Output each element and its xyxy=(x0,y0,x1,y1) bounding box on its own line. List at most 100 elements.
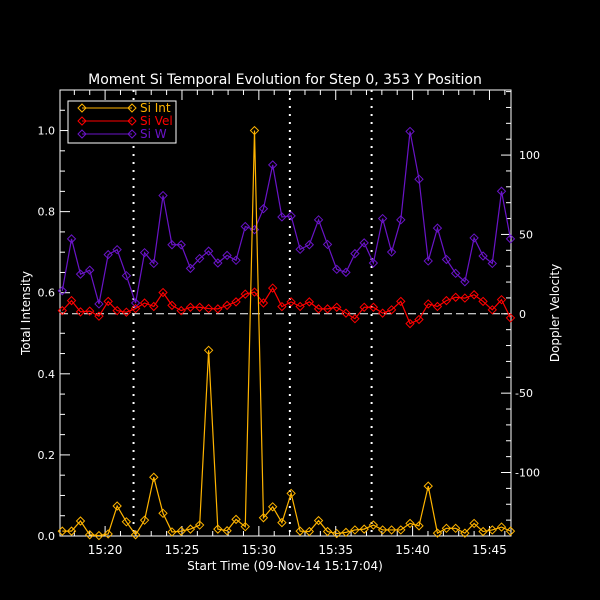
si-w-point xyxy=(414,174,424,184)
si-w-point xyxy=(85,265,95,275)
si-vel-point xyxy=(267,283,278,293)
si-w-point xyxy=(66,234,77,244)
si-int-point xyxy=(103,529,113,539)
si-vel-point xyxy=(176,305,186,316)
si-int-point xyxy=(332,528,342,539)
si-w-point xyxy=(313,215,324,225)
si-w-point xyxy=(277,212,287,222)
x-tick-label: 15:30 xyxy=(242,543,277,557)
si-w-point xyxy=(176,240,186,250)
plot-frame xyxy=(59,89,512,537)
si-w-point xyxy=(478,251,488,261)
si-int-point xyxy=(121,517,132,527)
si-int-point xyxy=(249,125,260,136)
si-w-point xyxy=(295,244,305,255)
si-int-point xyxy=(322,526,333,537)
si-vel-point xyxy=(231,297,241,307)
si-vel-point xyxy=(149,301,159,312)
y-tick-label: 0.6 xyxy=(38,287,56,300)
si-vel-point xyxy=(167,300,177,311)
y-right-tick-label: -50 xyxy=(515,387,533,400)
si-vel-point xyxy=(158,287,168,298)
si-int-point xyxy=(350,525,360,535)
si-vel-point xyxy=(75,307,86,317)
x-tick-label: 15:25 xyxy=(165,543,200,557)
si-vel-point xyxy=(313,304,324,314)
plot-marks xyxy=(57,90,516,541)
legend-marker-si-w xyxy=(77,129,87,139)
si-w-point xyxy=(103,249,113,260)
si-w-point xyxy=(332,264,342,275)
si-int-point xyxy=(496,522,507,532)
si-int-point xyxy=(66,526,77,536)
si-vel-point xyxy=(112,305,122,316)
si-vel-point xyxy=(441,295,452,306)
si-int-point xyxy=(432,528,443,538)
si-int-point xyxy=(377,525,388,535)
si-vel-point xyxy=(203,303,214,314)
x-tick-label: 15:20 xyxy=(88,543,123,557)
si-vel-point xyxy=(94,311,104,321)
si-w-point xyxy=(405,126,415,137)
si-w-point xyxy=(231,255,241,266)
si-int-point xyxy=(213,524,223,534)
si-int-point xyxy=(222,526,232,536)
si-vel-point xyxy=(487,305,498,315)
si-vel-point xyxy=(249,287,260,297)
si-int-point xyxy=(304,526,315,537)
si-vel-point xyxy=(222,300,232,311)
si-int-point xyxy=(286,488,296,499)
si-vel-point xyxy=(423,299,433,309)
si-w-point xyxy=(496,186,507,196)
si-int-line xyxy=(62,130,511,537)
si-w-point xyxy=(304,240,315,250)
y-right-tick-label: 0 xyxy=(519,308,526,321)
si-int-point xyxy=(469,518,479,529)
si-vel-point xyxy=(295,301,305,312)
si-int-point xyxy=(149,472,159,482)
si-vel-point xyxy=(450,292,461,302)
si-int-point xyxy=(185,524,196,534)
chart-title: Moment Si Temporal Evolution for Step 0,… xyxy=(88,72,482,88)
x-axis-label: Start Time (09-Nov-14 15:17:04) xyxy=(187,559,383,573)
y-tick-label: 0.2 xyxy=(38,449,56,462)
si-w-point xyxy=(487,258,498,269)
si-int-point xyxy=(267,502,278,512)
si-vel-point xyxy=(194,302,205,312)
si-int-point xyxy=(277,517,287,528)
x-tick-label: 15:35 xyxy=(318,543,353,557)
si-vel-point xyxy=(496,294,507,305)
si-int-point xyxy=(423,481,433,491)
si-vel-point xyxy=(332,302,342,312)
si-int-point xyxy=(240,521,250,532)
si-int-point xyxy=(231,514,241,525)
si-w-point xyxy=(368,258,379,268)
si-int-point xyxy=(341,527,351,538)
si-vel-point xyxy=(240,289,250,299)
si-int-point xyxy=(478,526,488,537)
y-tick-label: 0.4 xyxy=(38,368,56,381)
legend-marker-si-int xyxy=(77,103,87,113)
si-int-point xyxy=(167,527,177,537)
si-w-point xyxy=(149,258,159,269)
si-w-point xyxy=(158,190,168,201)
si-int-point xyxy=(194,520,205,530)
legend-label-si-w: Si W xyxy=(140,127,167,141)
y-right-tick-label: 50 xyxy=(519,228,533,241)
si-int-point xyxy=(57,526,68,536)
si-int-point xyxy=(386,525,397,535)
legend-label-si-vel: Si Vel xyxy=(140,114,173,128)
si-w-point xyxy=(450,268,461,279)
si-int-point xyxy=(450,523,461,534)
si-vel-point xyxy=(460,293,470,303)
y-axis-right-label: Doppler Velocity xyxy=(548,264,562,362)
si-w-point xyxy=(460,277,470,287)
si-w-point xyxy=(286,211,296,221)
si-vel-point xyxy=(322,304,333,314)
si-w-point xyxy=(194,253,205,264)
y-tick-label: 0.0 xyxy=(38,530,56,543)
si-int-point xyxy=(176,526,186,536)
si-w-point xyxy=(185,263,196,274)
si-int-point xyxy=(368,520,379,530)
